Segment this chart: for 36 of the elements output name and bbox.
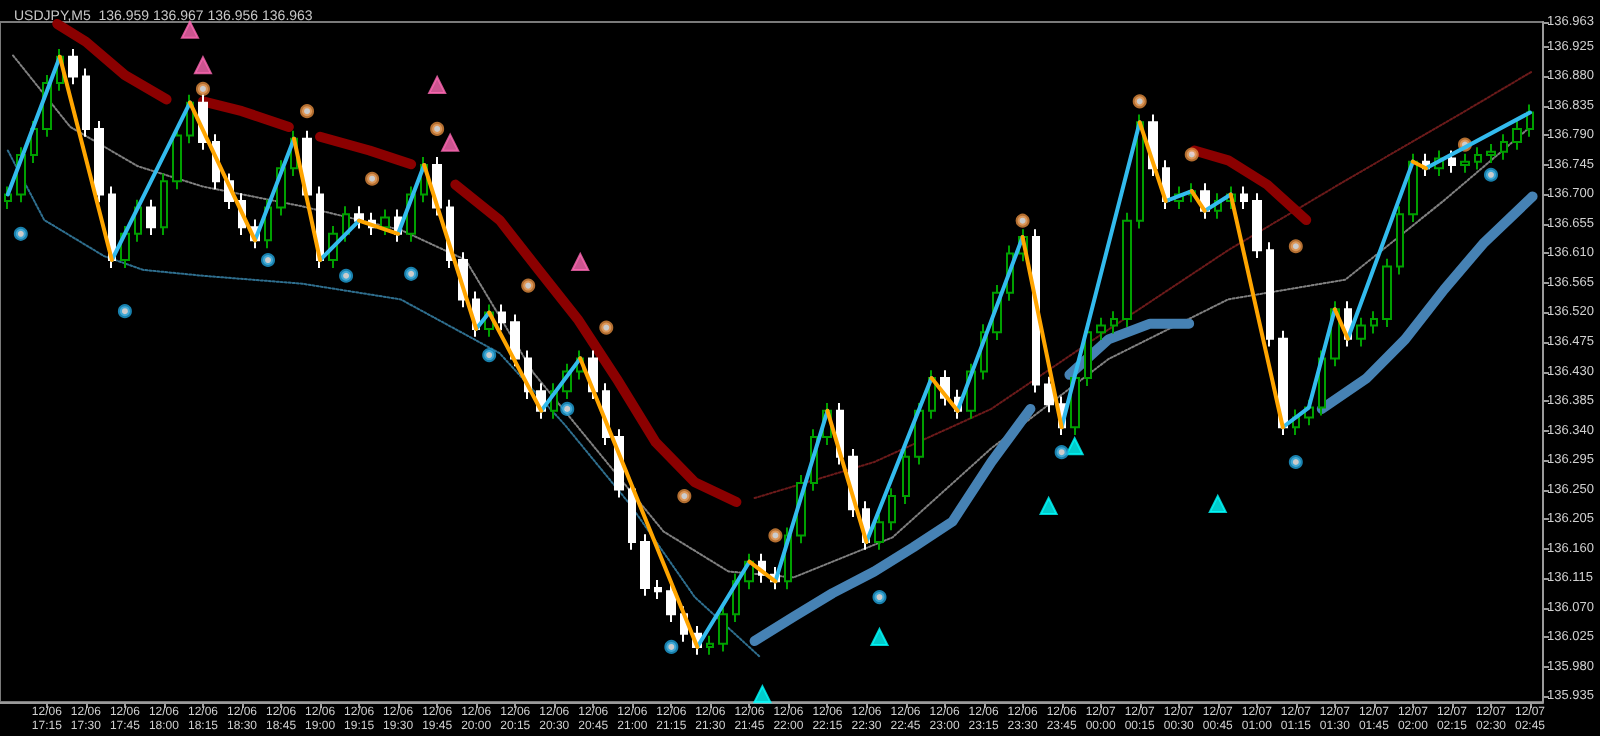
candlestick	[94, 120, 104, 204]
candlestick	[1382, 257, 1392, 328]
candlestick	[82, 67, 90, 138]
candlestick	[1460, 152, 1470, 174]
candlestick	[914, 401, 924, 466]
candlestick	[706, 634, 714, 656]
candlestick	[666, 582, 676, 623]
candlestick	[1122, 211, 1132, 328]
candlestick	[1474, 146, 1482, 171]
candlestick	[640, 533, 650, 597]
candlestick	[874, 513, 884, 551]
candlestick	[1396, 205, 1404, 276]
candlestick	[380, 208, 390, 237]
candlestick	[498, 303, 506, 332]
candlestick	[1356, 316, 1366, 348]
candlestick	[1096, 316, 1106, 342]
candlestick	[1266, 241, 1274, 348]
candlestick	[510, 313, 520, 368]
candlestick	[1240, 185, 1248, 210]
candlestick	[172, 126, 182, 191]
candlestick	[4, 185, 12, 210]
candlestick	[1500, 133, 1508, 161]
candlestick	[1252, 192, 1262, 260]
candlestick	[1512, 120, 1522, 151]
candlestick	[1486, 142, 1496, 164]
candlestick	[902, 447, 910, 505]
candlestick	[718, 605, 728, 653]
candlestick	[888, 487, 896, 532]
candlestick	[1044, 375, 1054, 414]
candlestick	[146, 198, 156, 237]
candlestick	[1110, 310, 1118, 335]
candlestick	[160, 172, 168, 237]
candlestick	[654, 579, 662, 601]
candlestick	[1448, 149, 1456, 174]
candlestick	[68, 47, 78, 86]
candlestick	[1370, 310, 1378, 335]
